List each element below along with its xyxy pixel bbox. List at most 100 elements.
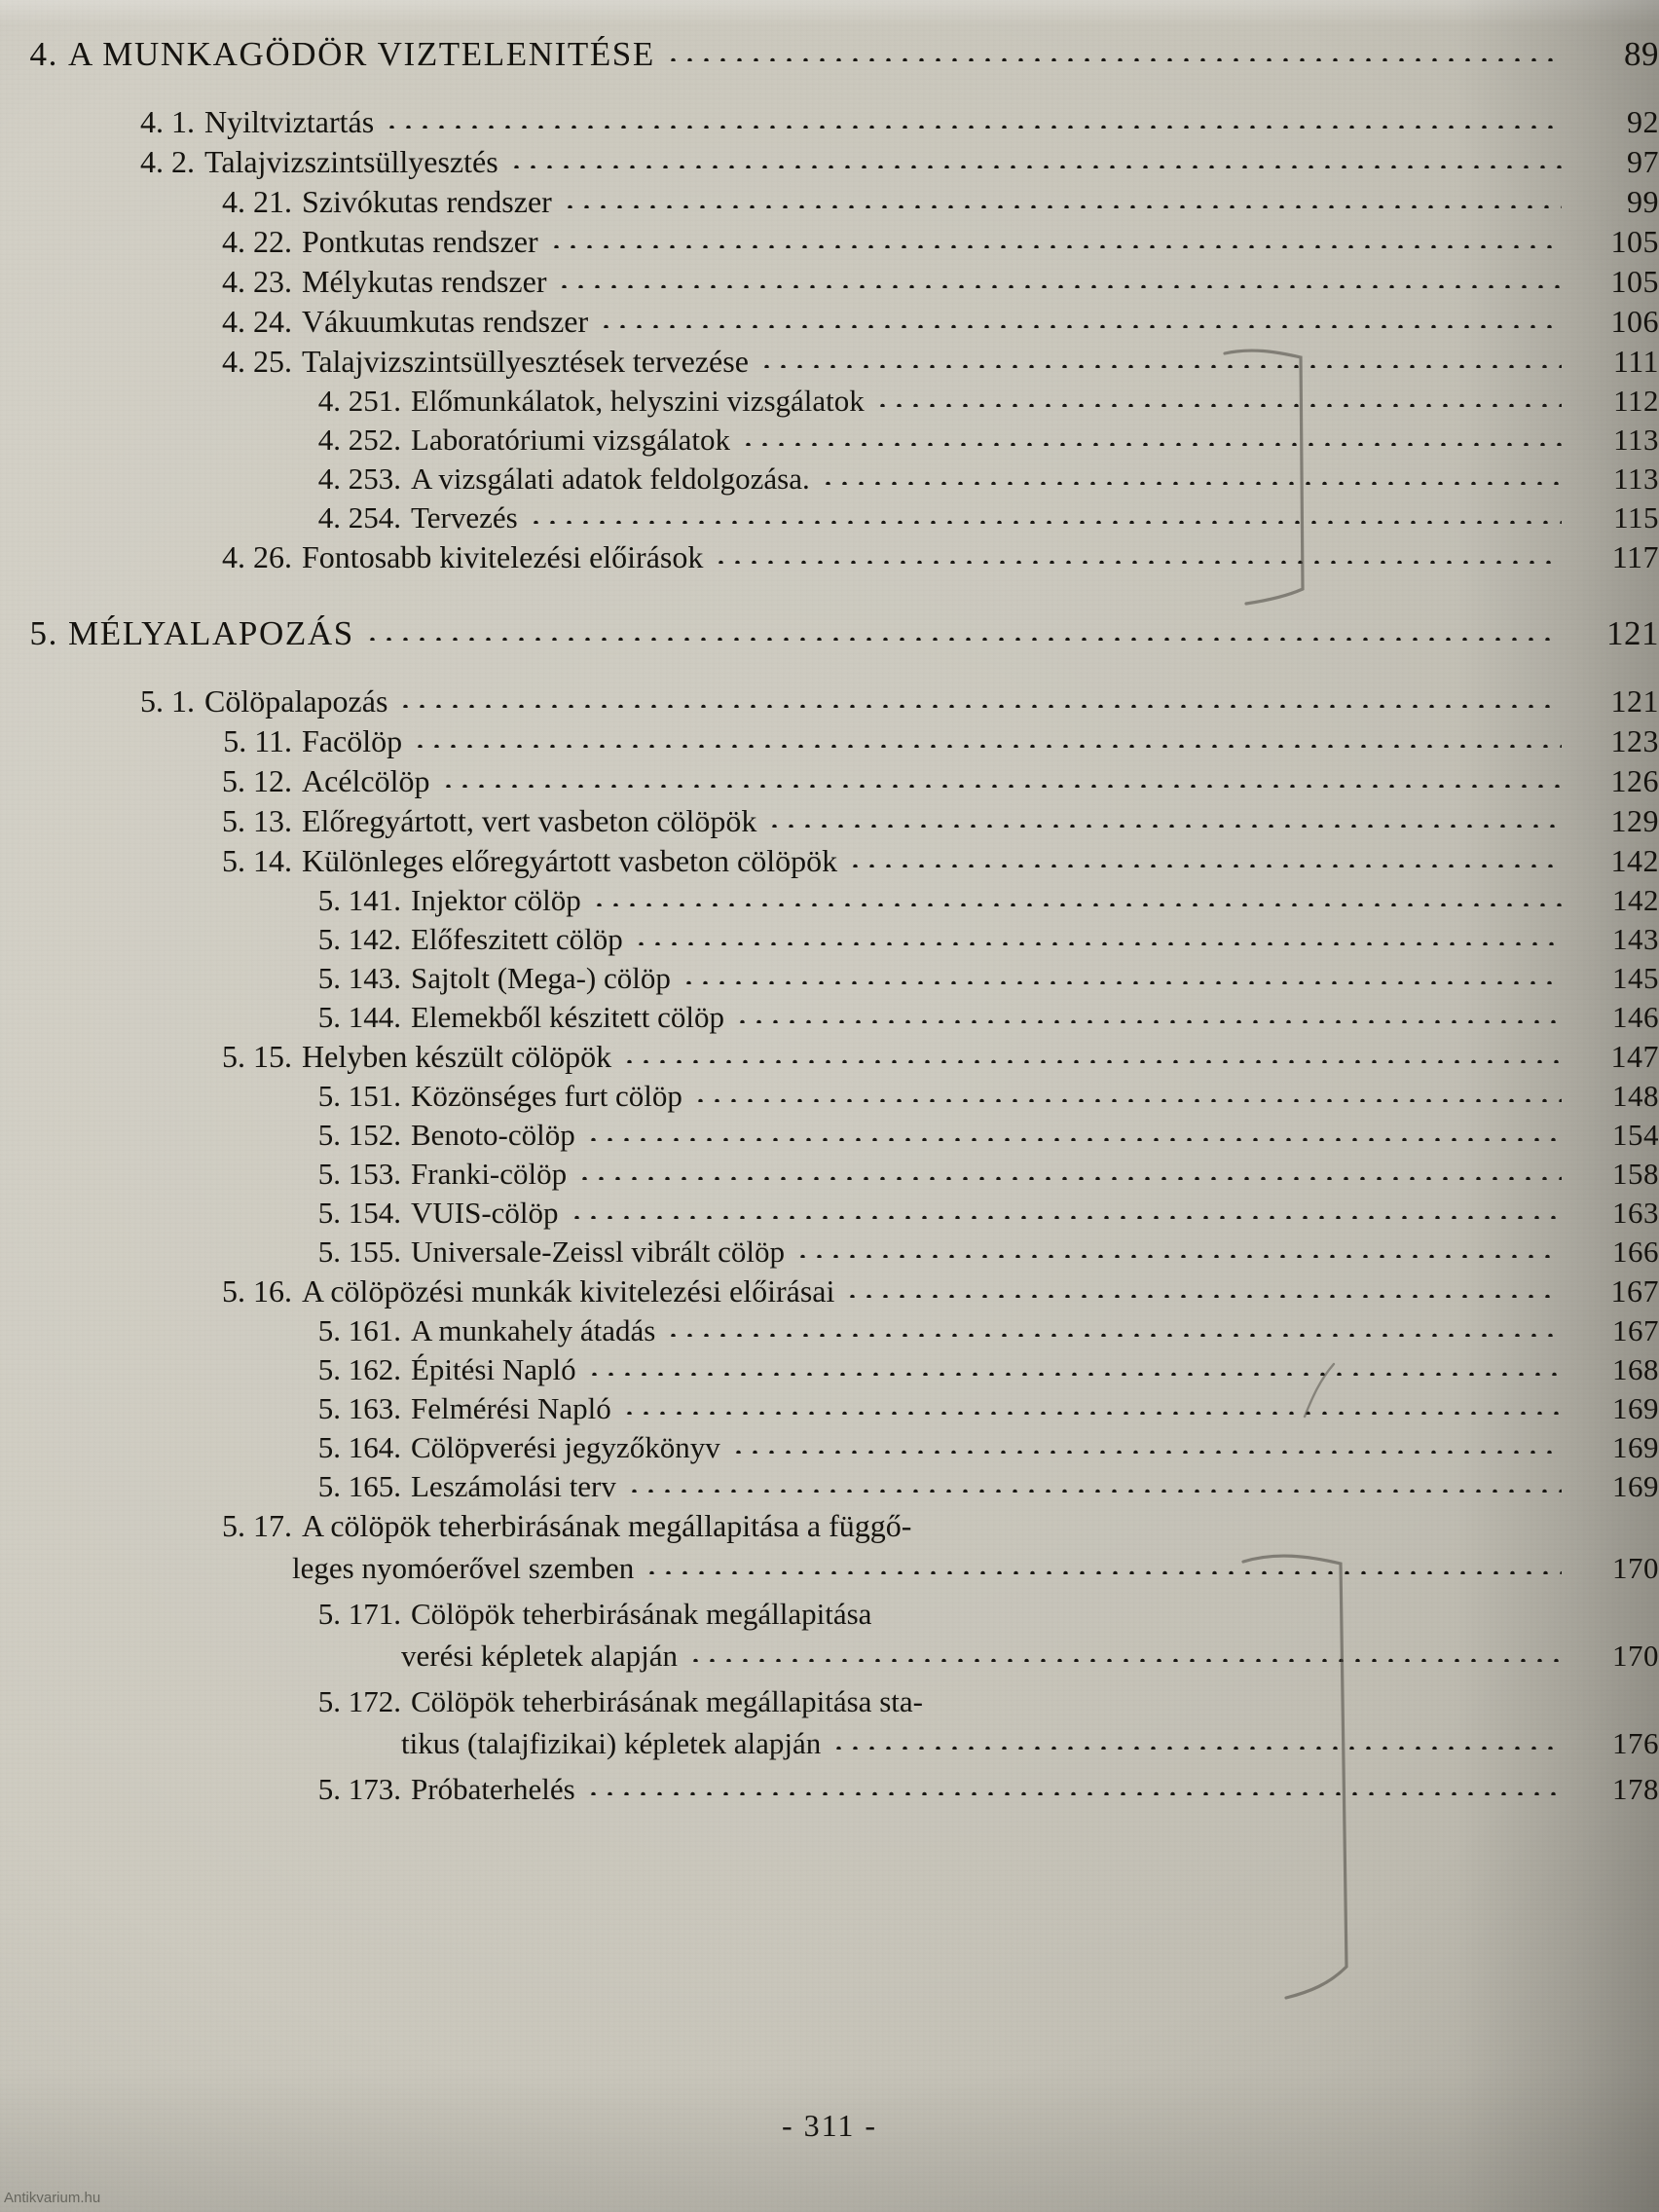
toc-number: 5. 162. (317, 1352, 401, 1386)
toc-entry[interactable]: 5. 142. Előfeszitett cölöp 143 (0, 924, 1659, 954)
toc-entry[interactable]: 5. 144. Elemekből készitett cölöp 146 (0, 1002, 1659, 1032)
toc-leader-dots (644, 1565, 1562, 1574)
toc-entry[interactable]: 5. 162. Épitési Napló 168 (0, 1354, 1659, 1384)
toc-leader-dots (590, 897, 1562, 906)
toc-entry[interactable]: 4. 22. Pontkutas rendszer 105 (0, 226, 1659, 257)
toc-leader-dots (680, 975, 1562, 984)
toc-number: 5. 13. (222, 803, 292, 838)
toc-page-number: 143 (1612, 922, 1659, 956)
toc-leader-dots (507, 159, 1562, 168)
toc-entry[interactable]: 5. 15. Helyben készült cölöpök 147 (0, 1041, 1659, 1072)
toc-entry[interactable]: 5. 172. Cölöpök teherbirásának megállapi… (0, 1686, 1659, 1758)
toc-title: Felmérési Napló (411, 1391, 611, 1425)
toc-leader-dots (527, 514, 1562, 524)
toc-entry[interactable]: 4. 252. Laboratóriumi vizsgálatok 113 (0, 424, 1659, 455)
toc-page-number: 117 (1611, 539, 1659, 574)
toc-entry[interactable]: 5. 152. Benoto-cölöp 154 (0, 1120, 1659, 1150)
toc-page-number: 166 (1612, 1235, 1659, 1269)
toc-entry[interactable]: 5. 173. Próbaterhelés 178 (0, 1774, 1659, 1804)
toc-leader-dots (665, 1327, 1562, 1337)
toc-page-number: 113 (1613, 461, 1659, 496)
toc-page-number: 105 (1610, 224, 1659, 259)
toc-leader-dots (664, 52, 1562, 61)
toc-entry[interactable]: 5. 143. Sajtolt (Mega-) cölöp 145 (0, 963, 1659, 993)
toc-page-number: 111 (1612, 344, 1659, 379)
toc-entry[interactable]: 4. 254. Tervezés 115 (0, 502, 1659, 533)
toc-title: Pontkutas rendszer (302, 224, 538, 259)
toc-page-number: 169 (1612, 1430, 1659, 1464)
toc-number: 5. 151. (317, 1079, 401, 1113)
toc-entry[interactable]: 5. 11. Facölöp 123 (0, 725, 1659, 756)
toc-entry[interactable]: 5. MÉLYALAPOZÁS 121 (0, 616, 1659, 650)
toc-entry[interactable]: 4. 253. A vizsgálati adatok feldolgozása… (0, 463, 1659, 494)
toc-entry[interactable]: 5. 17. A cölöpök teherbirásának megállap… (0, 1510, 1659, 1583)
toc-leader-dots (584, 1131, 1562, 1141)
toc-entry[interactable]: 4. 21. Szivókutas rendszer 99 (0, 186, 1659, 217)
toc-entry[interactable]: 5. 12. Acélcölöp 126 (0, 765, 1659, 796)
toc-number: 5. 154. (317, 1196, 401, 1230)
toc-leader-dots (576, 1170, 1562, 1180)
toc-title: Mélykutas rendszer (302, 264, 547, 299)
toc-leader-dots (620, 1405, 1562, 1415)
toc-entry[interactable]: 5. 141. Injektor cölöp 142 (0, 885, 1659, 915)
toc-title: Előmunkálatok, helyszini vizsgálatok (411, 384, 865, 418)
toc-page-number: 115 (1613, 500, 1659, 535)
toc-leader-dots (547, 239, 1562, 248)
toc-entry[interactable]: 4. 26. Fontosabb kivitelezési előirások … (0, 541, 1659, 572)
toc-title: A MUNKAGÖDÖR VIZTELENITÉSE (68, 35, 655, 73)
toc-entry[interactable]: 5. 1. Cölöpalapozás 121 (0, 685, 1659, 717)
toc-page-number: 106 (1610, 304, 1659, 339)
toc-entry[interactable]: 4. 23. Mélykutas rendszer 105 (0, 266, 1659, 297)
toc-leader-dots (397, 698, 1562, 708)
toc-leader-dots (691, 1092, 1562, 1102)
toc-title: A cölöpök teherbirásának megállapitása a… (302, 1508, 912, 1543)
toc-page-number: 129 (1610, 803, 1659, 838)
toc-entry[interactable]: 5. 13. Előregyártott, vert vasbeton cölö… (0, 805, 1659, 836)
toc-entry[interactable]: 5. 171. Cölöpök teherbirásának megállapi… (0, 1599, 1659, 1671)
toc-entry[interactable]: 5. 154. VUIS-cölöp 163 (0, 1198, 1659, 1228)
toc-number: 5. 17. (222, 1508, 292, 1543)
toc-leader-dots (556, 278, 1562, 288)
toc-entry[interactable]: 4. 25. Talajvizszintsüllyesztések tervez… (0, 346, 1659, 377)
toc-entry[interactable]: 5. 161. A munkahely átadás 167 (0, 1315, 1659, 1346)
toc-page-number: 121 (1606, 614, 1659, 652)
toc-entry[interactable]: 5. 165. Leszámolási terv 169 (0, 1471, 1659, 1501)
toc-entry[interactable]: 5. 16. A cölöpözési munkák kivitelezési … (0, 1275, 1659, 1307)
toc-number: 4. 22. (222, 224, 292, 259)
toc-title: Különleges előregyártott vasbeton cölöpö… (302, 843, 838, 878)
toc-title: Vákuumkutas rendszer (302, 304, 589, 339)
toc-number: 5. 141. (317, 883, 401, 917)
toc-number: 4. 23. (222, 264, 292, 299)
toc-leader-dots (844, 1288, 1562, 1298)
toc-number: 4. 25. (222, 344, 292, 379)
toc-title: Injektor cölöp (411, 883, 581, 917)
toc-entry[interactable]: 5. 151. Közönséges furt cölöp 148 (0, 1081, 1659, 1111)
toc-title: Sajtolt (Mega-) cölöp (411, 961, 671, 995)
toc-entry[interactable]: 5. 155. Universale-Zeissl vibrált cölöp … (0, 1236, 1659, 1267)
toc-number: 5. 163. (317, 1391, 401, 1425)
toc-title: Nyiltviztartás (204, 104, 375, 139)
toc-entry[interactable]: 5. 164. Cölöpverési jegyzőkönyv 169 (0, 1432, 1659, 1462)
toc-number: 5. 142. (317, 922, 401, 956)
toc-entry[interactable]: 5. 153. Franki-cölöp 158 (0, 1159, 1659, 1189)
toc-entry[interactable]: 4. 2. Talajvizszintsüllyesztés 97 (0, 146, 1659, 177)
toc-leader-dots (412, 738, 1562, 748)
toc-leader-dots (873, 397, 1562, 407)
toc-entry[interactable]: 4. 251. Előmunkálatok, helyszini vizsgál… (0, 386, 1659, 416)
toc-page-number: 97 (1627, 144, 1659, 179)
toc-number: 4. 251. (317, 384, 401, 418)
toc-entry[interactable]: 4. 24. Vákuumkutas rendszer 106 (0, 306, 1659, 337)
toc-page-number: 167 (1610, 1273, 1659, 1309)
toc-title: Acélcölöp (302, 763, 430, 798)
toc-entry[interactable]: 4. 1. Nyiltviztartás 92 (0, 106, 1659, 137)
toc-leader-dots (713, 554, 1562, 564)
toc-leader-dots (598, 318, 1562, 328)
toc-number: 4. 1. (140, 104, 195, 139)
toc-leader-dots (439, 778, 1562, 788)
toc-entry[interactable]: 5. 163. Felmérési Napló 169 (0, 1393, 1659, 1423)
toc-entry[interactable]: 4. A MUNKAGÖDÖR VIZTELENITÉSE 89 (0, 37, 1659, 71)
toc-entry[interactable]: 5. 14. Különleges előregyártott vasbeton… (0, 845, 1659, 876)
toc-page-number: 89 (1624, 35, 1659, 73)
toc-number: 5. 11. (223, 723, 292, 758)
